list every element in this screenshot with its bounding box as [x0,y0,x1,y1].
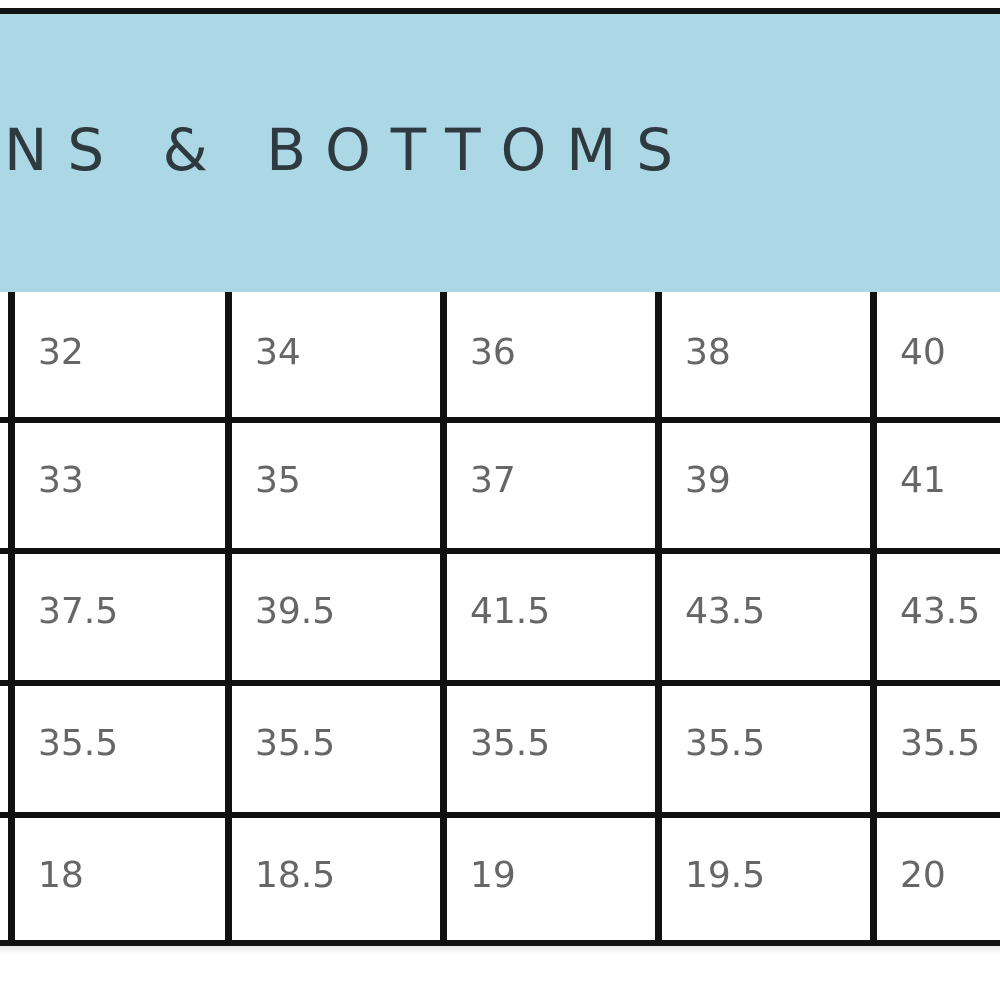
table-cell: 35.5 [38,723,119,764]
row-divider [0,548,1000,554]
column-divider [8,292,15,946]
table-cell: 18 [38,855,84,896]
row-divider [0,417,1000,423]
column-divider [225,292,232,946]
table-cell: 35.5 [900,723,981,764]
table-cell: 20 [900,855,946,896]
table-cell: 41.5 [470,591,551,632]
row-divider [0,940,1000,946]
column-divider [870,292,877,946]
table-cell: 35.5 [255,723,336,764]
table-cell: 34 [255,332,301,373]
table-cell: 37 [470,460,516,501]
table-cell: 37.5 [38,591,119,632]
table-top-border [0,8,1000,14]
table-cell: 33 [38,460,84,501]
table-cell: 19 [470,855,516,896]
table-cell: 43.5 [685,591,766,632]
table-cell: 41 [900,460,946,501]
table-header-banner: NS & BOTTOMS [0,14,1000,292]
column-divider [655,292,662,946]
table-cell: 19.5 [685,855,766,896]
table-cell: 35.5 [470,723,551,764]
table-cell: 35 [255,460,301,501]
column-divider [440,292,447,946]
table-cell: 18.5 [255,855,336,896]
table-cell: 43.5 [900,591,981,632]
table-cell: 36 [470,332,516,373]
table-cell: 35.5 [685,723,766,764]
table-cell: 39.5 [255,591,336,632]
row-divider [0,680,1000,686]
table-cell: 38 [685,332,731,373]
table-cell: 40 [900,332,946,373]
table-cell: 32 [38,332,84,373]
section-title: NS & BOTTOMS [4,116,694,184]
row-divider [0,812,1000,818]
table-bottom-shadow [0,946,1000,954]
table-cell: 39 [685,460,731,501]
